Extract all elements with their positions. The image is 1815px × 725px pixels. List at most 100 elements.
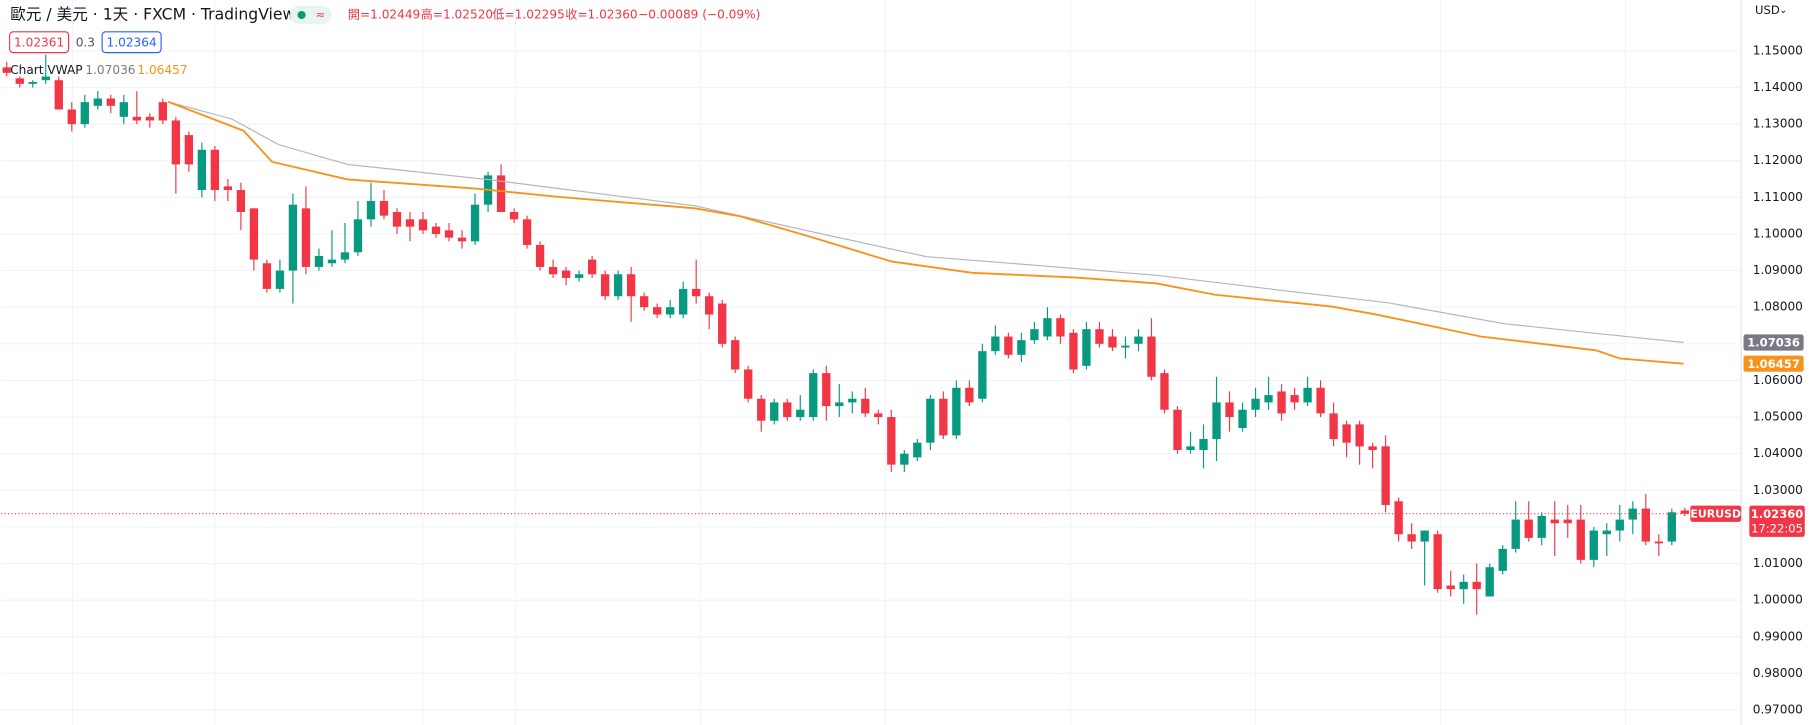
candle-body: [119, 102, 128, 117]
y-tick-label: 0.98000: [1753, 666, 1803, 680]
candle-body: [496, 175, 506, 213]
currency[interactable]: USD: [1755, 3, 1780, 17]
y-tick-label: 1.00000: [1753, 593, 1803, 607]
candle-body: [197, 149, 207, 191]
candle-body: [626, 274, 636, 297]
symbol-tag-label: EURUSD: [1690, 507, 1741, 520]
candle-body: [1563, 519, 1572, 524]
candle-body: [1459, 581, 1468, 590]
indicator-tag-label: 1.06457: [1747, 357, 1800, 371]
candle-body: [67, 109, 76, 125]
candle-body: [353, 219, 363, 253]
candle-body: [93, 98, 102, 106]
candle-body: [1082, 329, 1091, 366]
candle-body: [366, 201, 376, 220]
candle-body: [288, 204, 298, 271]
candle-body: [1472, 581, 1481, 590]
candle-body: [1199, 439, 1208, 451]
candle-body: [861, 398, 870, 414]
candle-body: [1576, 519, 1585, 560]
candle-body: [1238, 409, 1247, 429]
candle-body: [1342, 424, 1351, 443]
candle-body: [171, 120, 181, 165]
candle-body: [718, 303, 727, 344]
candle-body: [1290, 395, 1299, 403]
candle-body: [1225, 402, 1234, 418]
candle-body: [1485, 567, 1494, 597]
candle-body: [744, 369, 753, 399]
candle-body: [939, 398, 948, 436]
candle-body: [1550, 519, 1559, 524]
indicator-name: Chart VWAP: [10, 63, 82, 77]
candle-body: [1277, 391, 1286, 414]
y-tick-label: 0.97000: [1753, 702, 1803, 716]
candle-body: [1602, 530, 1611, 535]
candle-body: [1420, 530, 1429, 542]
candle-body: [1264, 395, 1273, 403]
candle-body: [262, 263, 272, 289]
candle-body: [301, 208, 311, 267]
candle-body: [796, 409, 805, 418]
indicator-value: 1.06457: [137, 63, 187, 77]
candle-body: [340, 252, 350, 260]
candle-body: [1316, 387, 1325, 414]
candle-body: [1004, 336, 1013, 355]
indicator-tag: [1743, 334, 1804, 351]
candle-body: [54, 80, 63, 110]
candle-body: [666, 307, 675, 315]
candle-body: [509, 212, 519, 220]
ohlc-high: 高=1.02520: [421, 7, 493, 22]
bid-box[interactable]: [9, 31, 70, 54]
candle-body: [926, 398, 935, 443]
candle-body: [535, 244, 545, 267]
y-tick-label: 1.14000: [1753, 80, 1803, 94]
y-tick-label: 1.08000: [1753, 300, 1803, 314]
candle-body: [327, 259, 337, 264]
candle-body: [41, 76, 50, 81]
y-tick-label: 1.15000: [1753, 43, 1803, 57]
candle-body: [900, 453, 909, 465]
candle-body: [1043, 318, 1052, 337]
candle-body: [757, 398, 766, 421]
candle-body: [1069, 332, 1078, 370]
ask-box[interactable]: [101, 31, 162, 54]
candle-body: [431, 226, 441, 234]
candle-body: [731, 340, 740, 370]
candle-body: [835, 402, 844, 407]
candle-body: [587, 259, 597, 275]
y-tick-label: 1.04000: [1753, 446, 1803, 460]
price-axis: 0.970000.980000.990001.000001.010001.020…: [1690, 43, 1805, 716]
candle-body: [1654, 541, 1663, 544]
y-tick-label: 1.09000: [1753, 263, 1803, 277]
candle-body: [405, 219, 415, 227]
candle-body: [783, 402, 792, 418]
ask-price: 1.02364: [107, 35, 157, 49]
candle-body: [913, 442, 922, 458]
candle-body: [223, 186, 233, 191]
candle-body: [574, 274, 584, 278]
candle-body: [379, 201, 389, 216]
candle-body: [1251, 398, 1260, 410]
y-tick-label: 1.03000: [1753, 483, 1803, 497]
symbol-title: 歐元 / 美元 · 1天 · FXCM · TradingView: [10, 6, 295, 24]
y-tick-label: 1.10000: [1753, 226, 1803, 240]
candle-body: [158, 102, 168, 121]
price-tag-label: 1.02360: [1751, 507, 1804, 521]
candle-body: [236, 190, 246, 213]
candle-body: [145, 116, 154, 121]
candle-body: [275, 270, 285, 289]
candle-body: [978, 351, 987, 399]
spread: 0.3: [76, 35, 95, 49]
candle-body: [1381, 446, 1390, 505]
status-icon: ≈: [315, 8, 325, 22]
candle-body: [1498, 548, 1507, 571]
candle-body: [1095, 329, 1104, 344]
y-tick-label: 1.11000: [1753, 190, 1803, 204]
candle-body: [1394, 501, 1403, 535]
candle-body: [1212, 402, 1221, 440]
candle-body: [249, 208, 259, 260]
candle-body: [1537, 515, 1546, 538]
candle-body: [418, 219, 428, 231]
